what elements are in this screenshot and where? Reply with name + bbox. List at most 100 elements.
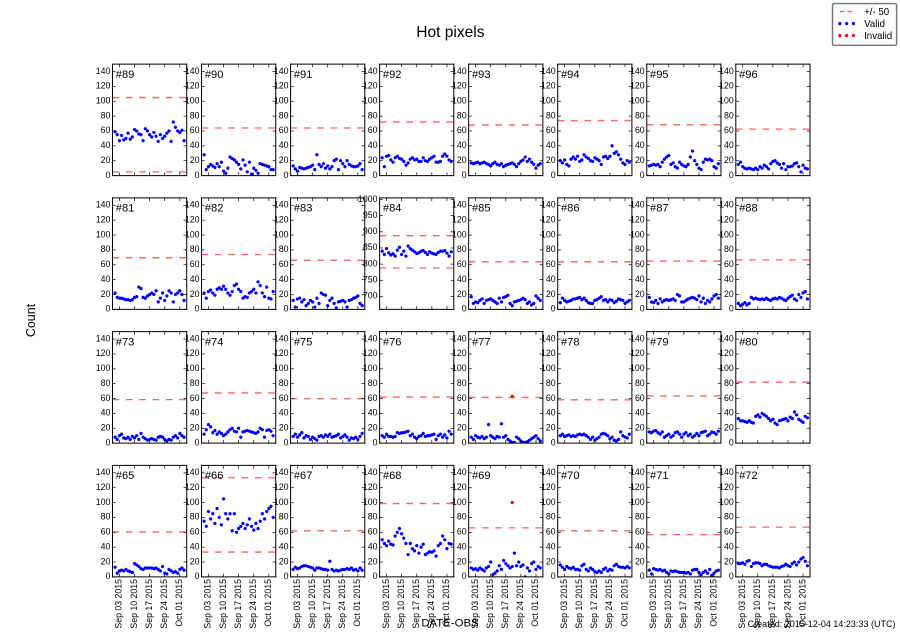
svg-text:140: 140 [630,66,645,76]
svg-text:20: 20 [546,289,556,299]
svg-text:Sep 24 2015: Sep 24 2015 [782,579,792,629]
svg-text:60: 60 [635,259,645,269]
svg-text:80: 80 [457,512,467,522]
svg-text:60: 60 [279,393,289,403]
svg-text:+/- 50: +/- 50 [864,7,890,18]
svg-text:Sep 17 2015: Sep 17 2015 [144,579,154,629]
svg-text:140: 140 [363,66,378,76]
svg-text:100: 100 [96,229,111,239]
svg-text:40: 40 [101,274,111,284]
svg-text:140: 140 [96,467,111,477]
svg-text:120: 120 [274,81,289,91]
svg-text:#67: #67 [294,470,313,482]
svg-text:Oct 01 2015: Oct 01 2015 [263,579,273,627]
svg-text:40: 40 [546,140,556,150]
svg-text:80: 80 [546,244,556,254]
svg-text:100: 100 [452,363,467,373]
svg-text:80: 80 [279,244,289,254]
svg-text:20: 20 [368,556,378,566]
svg-text:40: 40 [724,408,734,418]
svg-text:#70: #70 [561,470,580,482]
svg-text:120: 120 [452,348,467,358]
svg-text:#78: #78 [561,336,580,348]
svg-text:#82: #82 [205,203,224,215]
svg-text:Sep 10 2015: Sep 10 2015 [307,579,317,629]
svg-text:80: 80 [546,110,556,120]
svg-text:#93: #93 [472,69,491,81]
svg-text:80: 80 [635,512,645,522]
svg-text:140: 140 [185,66,200,76]
svg-text:#85: #85 [472,203,491,215]
svg-text:40: 40 [279,274,289,284]
svg-text:140: 140 [185,200,200,210]
svg-text:40: 40 [457,541,467,551]
svg-text:Oct 01 2015: Oct 01 2015 [708,579,718,627]
svg-text:0: 0 [462,170,467,180]
svg-text:60: 60 [279,259,289,269]
svg-text:0: 0 [729,304,734,314]
svg-text:100: 100 [630,229,645,239]
svg-text:120: 120 [719,482,734,492]
svg-text:40: 40 [190,140,200,150]
svg-text:40: 40 [457,408,467,418]
svg-text:120: 120 [185,348,200,358]
svg-text:120: 120 [363,348,378,358]
svg-text:80: 80 [546,378,556,388]
svg-text:0: 0 [729,170,734,180]
svg-text:80: 80 [635,378,645,388]
svg-text:60: 60 [368,527,378,537]
svg-text:100: 100 [719,96,734,106]
svg-text:100: 100 [96,497,111,507]
svg-text:60: 60 [457,259,467,269]
svg-text:Oct 01 2015: Oct 01 2015 [797,579,807,627]
svg-text:120: 120 [96,81,111,91]
svg-text:120: 120 [274,348,289,358]
svg-text:0: 0 [551,304,556,314]
svg-text:100: 100 [185,229,200,239]
svg-text:20: 20 [724,155,734,165]
svg-text:20: 20 [457,556,467,566]
svg-text:Sep 10 2015: Sep 10 2015 [396,579,406,629]
svg-text:0: 0 [462,304,467,314]
svg-text:#84: #84 [383,203,402,215]
svg-text:120: 120 [452,81,467,91]
svg-text:120: 120 [96,214,111,224]
svg-text:60: 60 [635,527,645,537]
svg-text:100: 100 [452,497,467,507]
svg-text:800: 800 [363,258,378,268]
svg-text:Sep 24 2015: Sep 24 2015 [337,579,347,629]
svg-text:Sep 24 2015: Sep 24 2015 [248,579,258,629]
svg-text:Sep 03 2015: Sep 03 2015 [292,579,302,629]
svg-text:#72: #72 [739,470,758,482]
svg-text:0: 0 [551,170,556,180]
svg-text:100: 100 [719,363,734,373]
svg-text:20: 20 [368,155,378,165]
svg-text:100: 100 [541,497,556,507]
svg-text:Sep 03 2015: Sep 03 2015 [559,579,569,629]
svg-text:Hot pixels: Hot pixels [416,24,484,41]
svg-text:0: 0 [462,437,467,447]
svg-text:120: 120 [630,482,645,492]
svg-text:20: 20 [279,423,289,433]
svg-text:140: 140 [96,333,111,343]
svg-text:0: 0 [195,304,200,314]
svg-text:80: 80 [457,110,467,120]
svg-text:20: 20 [101,423,111,433]
svg-text:140: 140 [452,333,467,343]
svg-text:#75: #75 [294,336,313,348]
svg-text:Oct 01 2015: Oct 01 2015 [174,579,184,627]
svg-text:#87: #87 [650,203,669,215]
svg-text:100: 100 [185,363,200,373]
svg-text:20: 20 [457,155,467,165]
svg-text:60: 60 [546,125,556,135]
svg-text:0: 0 [373,437,378,447]
svg-text:120: 120 [452,482,467,492]
svg-text:Sep 24 2015: Sep 24 2015 [159,579,169,629]
svg-text:100: 100 [630,497,645,507]
svg-text:100: 100 [274,96,289,106]
svg-text:120: 120 [274,214,289,224]
svg-text:60: 60 [101,259,111,269]
svg-text:80: 80 [724,244,734,254]
svg-text:40: 40 [457,140,467,150]
svg-text:Oct 01 2015: Oct 01 2015 [619,579,629,627]
